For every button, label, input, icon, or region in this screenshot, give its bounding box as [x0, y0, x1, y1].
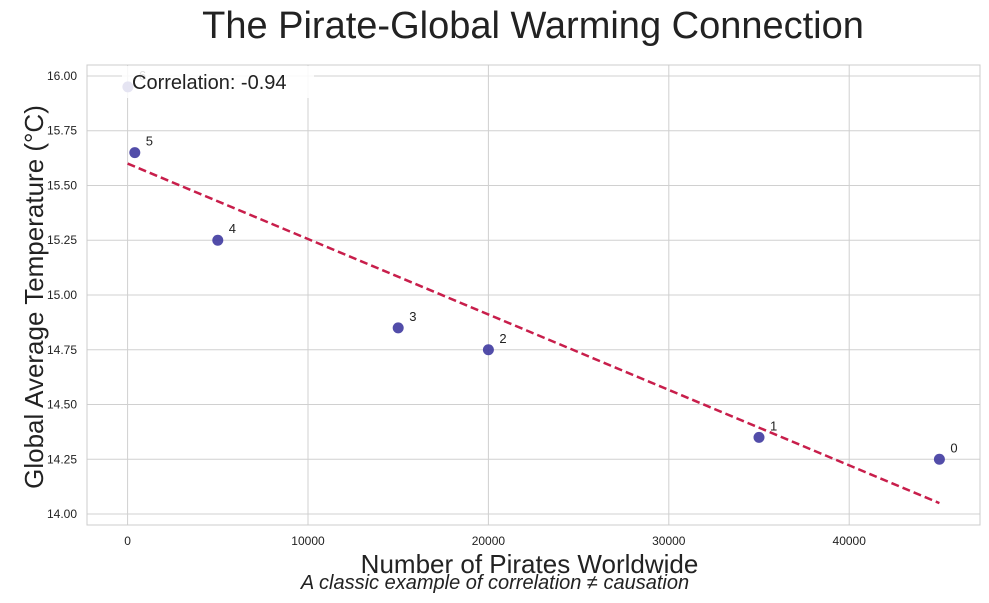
plot-frame	[86, 64, 981, 526]
grid-lines	[87, 65, 980, 525]
y-tick-label: 14.00	[47, 507, 77, 521]
point-label: 4	[229, 221, 236, 236]
y-tick-label: 15.75	[47, 124, 77, 138]
y-tick-label: 14.75	[47, 343, 77, 357]
data-point	[482, 344, 494, 356]
point-label: 3	[409, 309, 416, 324]
point-label: 5	[146, 134, 153, 149]
correlation-box: Correlation: -0.94	[122, 66, 314, 98]
y-tick-label: 15.50	[47, 178, 77, 192]
x-tick-label: 20000	[472, 534, 506, 548]
y-tick-label: 14.50	[47, 398, 77, 412]
chart-title: The Pirate-Global Warming Connection	[202, 5, 864, 47]
tick-labels: 0 10000 20000 30000 40000 14.00 14.25 14.50 14.7…	[47, 69, 866, 548]
data-point	[753, 431, 765, 443]
data-point	[933, 453, 945, 465]
x-tick-label: 10000	[291, 534, 325, 548]
point-label: 2	[499, 331, 506, 346]
data-point	[392, 322, 404, 334]
trend-line	[127, 162, 940, 505]
chart-caption: A classic example of correlation ≠ causa…	[300, 572, 689, 594]
y-tick-label: 16.00	[47, 69, 77, 83]
correlation-text: Correlation: -0.94	[132, 72, 287, 94]
point-label: 0	[950, 440, 957, 455]
y-tick-label: 15.25	[47, 233, 77, 247]
correlation-box-background	[122, 66, 314, 98]
y-tick-label: 15.00	[47, 288, 77, 302]
data-points: 0123456	[122, 68, 958, 465]
x-tick-label: 40000	[833, 534, 867, 548]
data-point	[129, 147, 141, 159]
point-label: 1	[770, 418, 777, 433]
x-axis-label: Number of Pirates Worldwide	[361, 549, 699, 579]
data-point	[212, 234, 224, 246]
x-tick-label: 30000	[652, 534, 686, 548]
y-axis-label: Global Average Temperature (°C)	[19, 105, 49, 489]
y-tick-label: 14.25	[47, 452, 77, 466]
x-tick-label: 0	[124, 534, 131, 548]
